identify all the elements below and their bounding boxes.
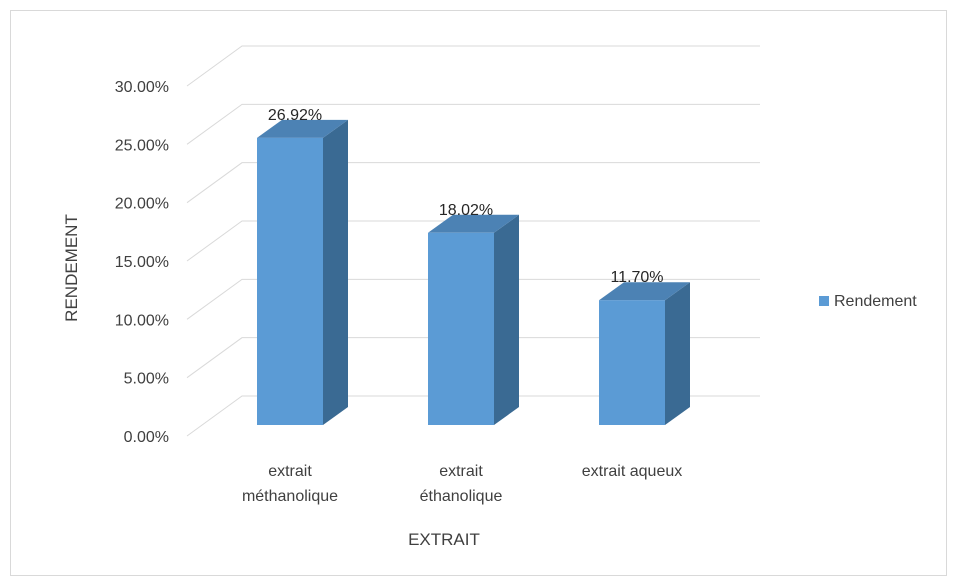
x-axis-category-labels: extrait méthanolique extrait éthanolique ext… [242,463,682,505]
bar-side [494,214,519,425]
x-axis-title: EXTRAIT [408,530,480,549]
gridline [186,103,760,145]
bar-front [599,300,665,425]
gridlines [186,45,760,437]
y-tick-label: 30.00% [115,79,169,96]
y-axis-tick-labels: 0.00% 5.00% 10.00% 15.00% 20.00% 25.00% 30.00% [115,79,169,446]
x-category-label: extrait [439,463,483,480]
gridline [186,162,760,204]
bar-front [257,137,323,425]
gridline [186,395,760,437]
data-label: 18.02% [439,202,493,219]
data-label: 26.92% [268,107,322,124]
bar-top [428,214,519,233]
y-axis-title: RENDEMENT [62,214,81,322]
legend-label: Rendement [834,293,917,310]
y-tick-label: 15.00% [115,254,169,271]
bar-top [257,119,348,138]
bar [257,119,348,425]
x-category-label: éthanolique [420,488,503,505]
gridline [186,337,760,379]
bar-front [428,232,494,425]
y-tick-label: 20.00% [115,196,169,213]
y-tick-label: 25.00% [115,137,169,154]
legend: Rendement [819,293,917,310]
gridline [186,45,760,87]
x-category-label: extrait [268,463,312,480]
data-label: 11.70% [610,269,663,286]
bar [428,214,519,425]
y-tick-label: 5.00% [124,371,169,388]
bar-side [665,282,690,425]
y-tick-label: 10.00% [115,312,169,329]
bar-side [323,119,348,425]
bar [599,282,690,425]
gridline [186,278,760,320]
bar-top [599,282,690,301]
legend-swatch [819,296,829,306]
bars [257,119,690,425]
x-category-label: extrait aqueux [582,463,683,480]
gridline [186,220,760,262]
y-tick-label: 0.00% [124,429,169,446]
data-labels: 26.92% 18.02% 11.70% [268,107,664,286]
x-category-label: méthanolique [242,488,338,505]
